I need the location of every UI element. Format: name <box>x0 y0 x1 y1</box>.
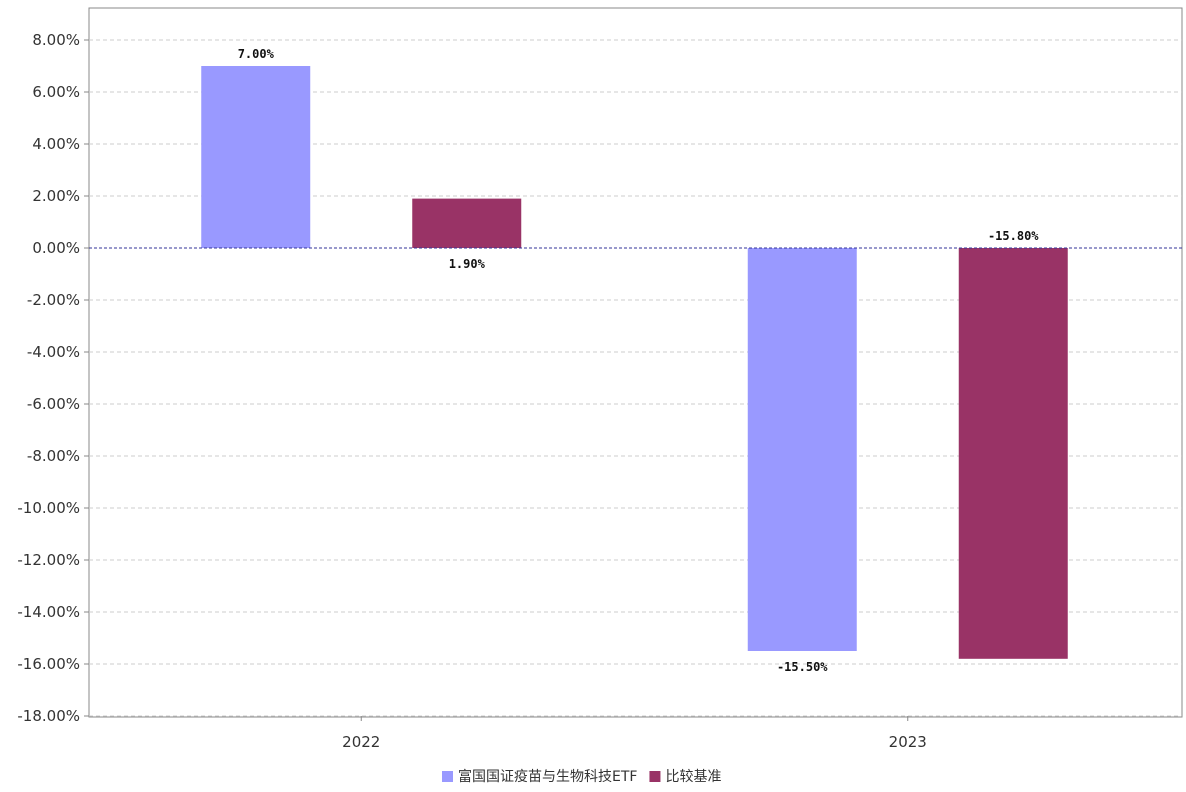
legend-label-1: 富国国证疫苗与生物科技ETF <box>458 768 637 785</box>
y-tick-label: -6.00% <box>27 395 80 413</box>
y-tick-label: 8.00% <box>32 31 80 49</box>
legend-label-2: 比较基准 <box>665 768 721 785</box>
x-tick-label-2023: 2023 <box>889 733 927 751</box>
y-tick-label: -12.00% <box>17 551 80 569</box>
bar-2022-1 <box>201 66 311 248</box>
y-axis-tick-labels: 8.00% 6.00% 4.00% 2.00% 0.00% -2.00% -4.00% -6.… <box>17 31 80 725</box>
y-tick-label: 6.00% <box>32 83 80 101</box>
x-axis-tick-labels: 2022 2023 <box>342 716 927 751</box>
bars <box>201 66 1068 659</box>
y-tick-label: -8.00% <box>27 447 80 465</box>
y-tick-label: -18.00% <box>17 707 80 725</box>
y-tick-label: -16.00% <box>17 655 80 673</box>
y-tick-label: -2.00% <box>27 291 80 309</box>
data-label-2023-2: -15.80% <box>988 229 1039 243</box>
bar-2023-2 <box>958 248 1068 659</box>
bar-2023-1 <box>747 248 857 651</box>
y-tick-label: 0.00% <box>32 239 80 257</box>
y-tick-label: -4.00% <box>27 343 80 361</box>
y-tick-label: -10.00% <box>17 499 80 517</box>
data-labels: 7.00% 1.90% -15.50% -15.80% <box>238 47 1040 674</box>
y-tick-label: -14.00% <box>17 603 80 621</box>
x-tick-label-2022: 2022 <box>342 733 380 751</box>
legend-swatch-2 <box>649 771 661 782</box>
data-label-2022-2: 1.90% <box>449 257 486 271</box>
y-tick-label: 4.00% <box>32 135 80 153</box>
y-tick-label: 2.00% <box>32 187 80 205</box>
data-label-2022-1: 7.00% <box>238 47 275 61</box>
data-label-2023-1: -15.50% <box>777 660 828 674</box>
legend-swatch-1 <box>442 771 453 782</box>
legend: 富国国证疫苗与生物科技ETF 比较基准 <box>442 768 721 785</box>
bar-2022-2 <box>412 198 522 248</box>
